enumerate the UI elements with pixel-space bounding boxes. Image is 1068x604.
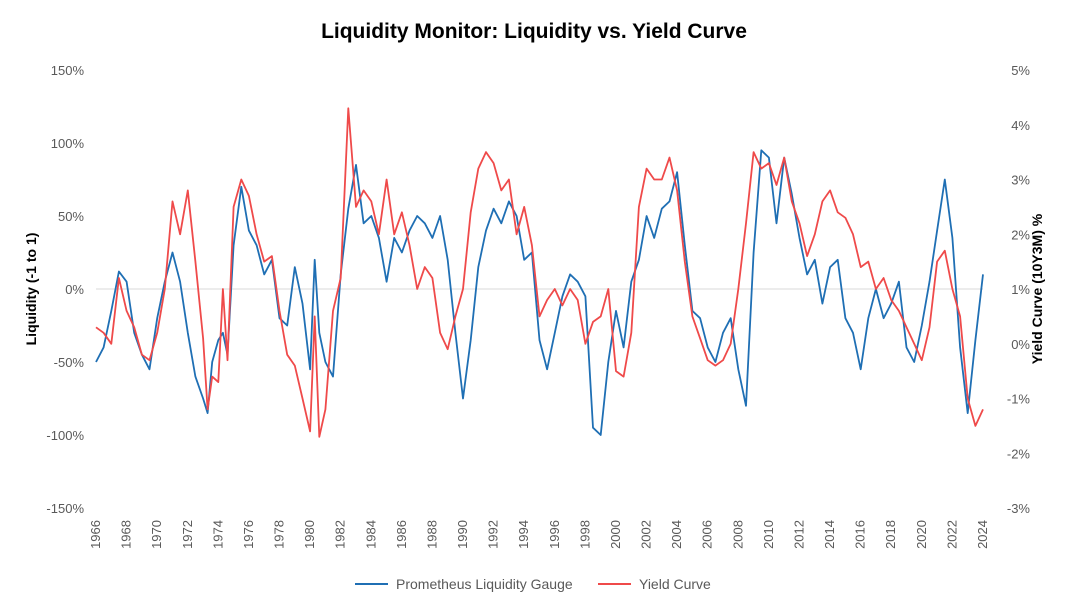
x-tick-label: 1982 [333,520,348,549]
left-axis-ticks: 150% 100% 50% 0% -50% -100% -150% [46,63,84,516]
x-tick-label: 1988 [424,520,439,549]
x-tick-label: 1994 [516,520,531,549]
x-tick-label: 1978 [272,520,287,549]
x-tick-label: 2022 [944,520,959,549]
x-tick-label: 2002 [639,520,654,549]
x-tick-label: 1984 [363,520,378,549]
y-tick-label: 0% [65,282,84,297]
x-tick-label: 1996 [547,520,562,549]
x-tick-label: 1972 [180,520,195,549]
legend-label-liquidity: Prometheus Liquidity Gauge [396,576,573,592]
x-tick-label: 2010 [761,520,776,549]
x-tick-label: 2020 [914,520,929,549]
y-tick-label: 150% [51,63,85,78]
x-tick-label: 1998 [577,520,592,549]
x-tick-label: 2012 [791,520,806,549]
y2-tick-label: 4% [1011,118,1030,133]
x-tick-label: 2014 [822,520,837,549]
x-tick-label: 1990 [455,520,470,549]
x-tick-label: 2018 [883,520,898,549]
series-group [95,107,984,438]
y2-tick-label: -1% [1007,392,1031,407]
y2-tick-label: 1% [1011,282,1030,297]
x-tick-label: 1980 [302,520,317,549]
right-axis-label: Yield Curve (10Y3M) % [1029,213,1045,364]
x-tick-label: 2004 [669,520,684,549]
series-line-yield-curve [95,107,984,438]
y2-tick-label: -3% [1007,501,1031,516]
x-axis-ticks: 1966 1968 1970 1972 1974 1976 1978 1980 1982 1984… [88,520,990,549]
x-tick-label: 2000 [608,520,623,549]
x-tick-label: 1966 [88,520,103,549]
x-tick-label: 1970 [149,520,164,549]
y2-tick-label: -2% [1007,446,1031,461]
x-tick-label: 2016 [853,520,868,549]
y-tick-label: -50% [54,355,85,370]
x-tick-label: 2024 [975,520,990,549]
y-tick-label: 100% [51,136,85,151]
y2-tick-label: 0% [1011,337,1030,352]
y-tick-label: -150% [46,501,84,516]
x-tick-label: 1986 [394,520,409,549]
right-axis-ticks: 5% 4% 3% 2% 1% 0% -1% -2% -3% [1007,63,1031,516]
x-tick-label: 1976 [241,520,256,549]
chart-title: Liquidity Monitor: Liquidity vs. Yield C… [321,20,747,43]
y-tick-label: -100% [46,428,84,443]
legend: Prometheus Liquidity Gauge Yield Curve [355,576,711,592]
y2-tick-label: 5% [1011,63,1030,78]
left-axis-label: Liquidity (-1 to 1) [23,233,39,346]
legend-label-yield-curve: Yield Curve [639,576,711,592]
y2-tick-label: 2% [1011,227,1030,242]
x-tick-label: 2006 [700,520,715,549]
x-tick-label: 1968 [119,520,134,549]
y2-tick-label: 3% [1011,173,1030,188]
x-tick-label: 2008 [730,520,745,549]
series-line-liquidity [95,149,984,436]
y-tick-label: 50% [58,209,84,224]
x-tick-label: 1992 [486,520,501,549]
x-tick-label: 1974 [210,520,225,549]
